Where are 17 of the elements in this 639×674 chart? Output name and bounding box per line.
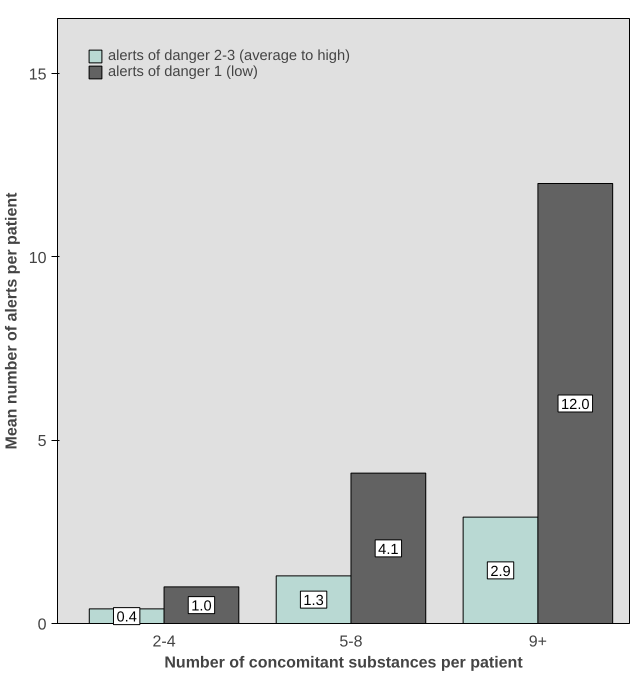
- data-label: 1.3: [303, 593, 324, 610]
- legend-label: alerts of danger 2-3 (average to high): [108, 48, 350, 64]
- data-label: 2.9: [490, 564, 511, 580]
- x-tick-label: 9+: [528, 634, 548, 650]
- data-label: 4.1: [378, 542, 399, 558]
- y-axis-title: Mean number of alerts per patient: [4, 192, 21, 450]
- y-tick-label: 15: [28, 66, 47, 84]
- legend-label: alerts of danger 1 (low): [108, 64, 258, 80]
- data-label: 12.0: [561, 397, 590, 413]
- x-tick-label: 2-4: [152, 634, 176, 650]
- data-label: 1.0: [191, 598, 212, 615]
- data-label: 0.4: [116, 610, 137, 626]
- x-axis-title: Number of concomitant substances per patient: [164, 654, 524, 672]
- y-tick-label: 10: [28, 250, 47, 267]
- y-tick-label: 0: [38, 616, 47, 634]
- y-tick-label: 5: [38, 433, 47, 450]
- x-tick-label: 5-8: [339, 634, 363, 650]
